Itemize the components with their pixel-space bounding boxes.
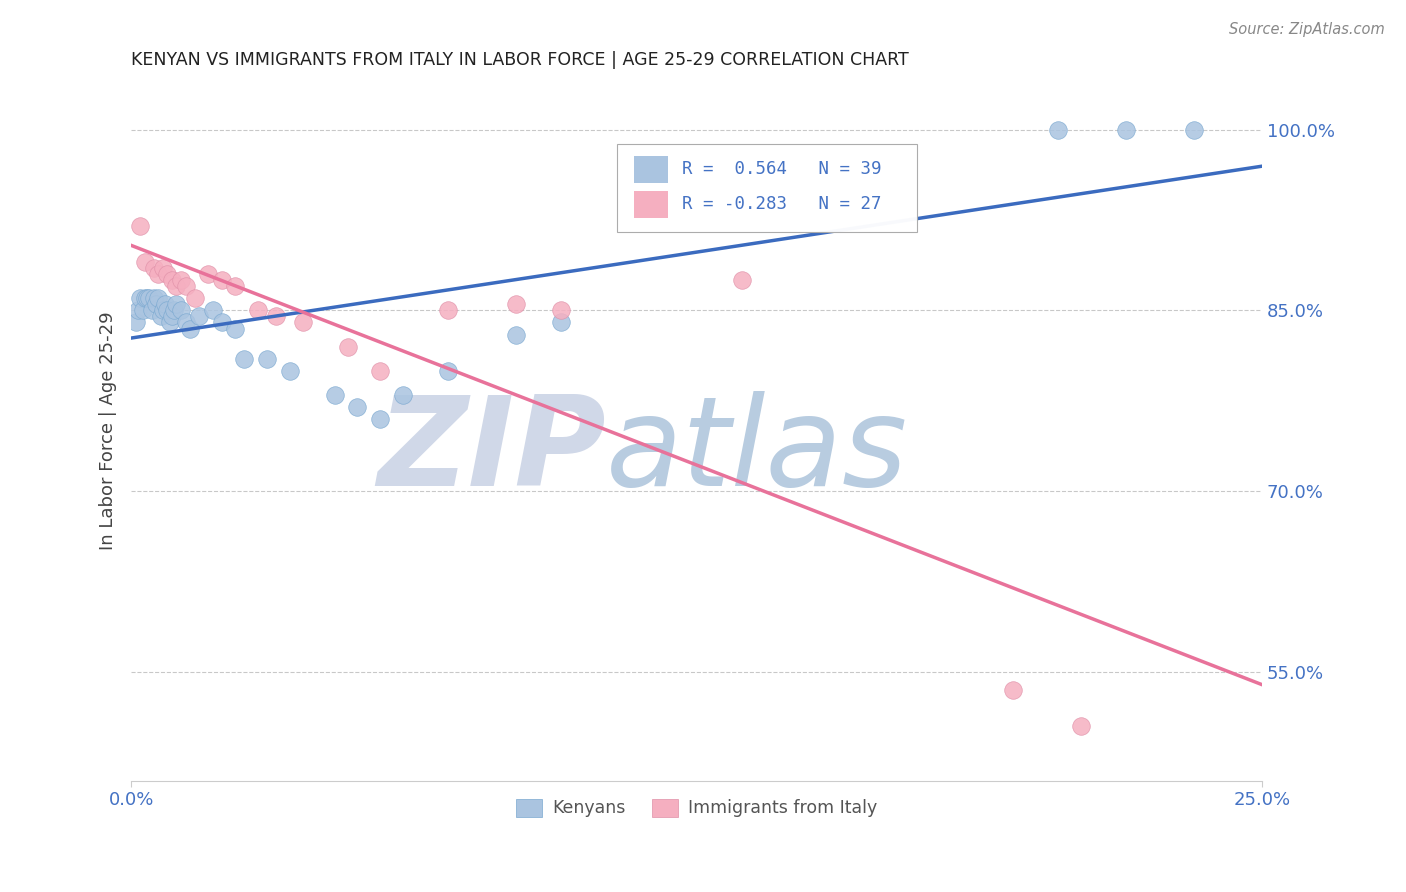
Point [166, 279, 188, 293]
Point [1115, 122, 1137, 136]
Point [129, 219, 152, 233]
Point [174, 279, 197, 293]
Point [153, 297, 176, 311]
Point [145, 297, 167, 311]
Point [170, 303, 193, 318]
Text: R = -0.283   N = 27: R = -0.283 N = 27 [682, 195, 882, 213]
Point [233, 351, 256, 366]
Text: R =  0.564   N = 39: R = 0.564 N = 39 [682, 161, 882, 178]
Point [174, 316, 197, 330]
Point [337, 340, 360, 354]
Point [264, 310, 287, 324]
Point [138, 291, 160, 305]
Point [391, 388, 413, 402]
Point [160, 310, 183, 324]
Point [1002, 683, 1025, 698]
Point [211, 316, 233, 330]
Point [163, 303, 186, 318]
Point [179, 321, 201, 335]
Point [131, 303, 153, 318]
Point [224, 321, 246, 335]
Point [142, 261, 165, 276]
Point [148, 291, 170, 305]
Point [278, 364, 301, 378]
Legend: Kenyans, Immigrants from Italy: Kenyans, Immigrants from Italy [509, 792, 884, 824]
Point [1182, 122, 1205, 136]
Point [170, 273, 193, 287]
Point [731, 273, 754, 287]
Point [127, 303, 149, 318]
Point [142, 291, 165, 305]
Point [368, 412, 391, 426]
Point [129, 291, 152, 305]
Y-axis label: In Labor Force | Age 25-29: In Labor Force | Age 25-29 [100, 311, 117, 550]
Point [134, 291, 156, 305]
Text: atlas: atlas [606, 392, 908, 513]
Point [224, 279, 246, 293]
Point [292, 316, 315, 330]
FancyBboxPatch shape [634, 191, 668, 218]
Point [368, 364, 391, 378]
FancyBboxPatch shape [634, 156, 668, 183]
Point [156, 303, 179, 318]
Point [505, 297, 527, 311]
Point [156, 267, 179, 281]
Point [134, 255, 156, 269]
Point [256, 351, 278, 366]
Point [136, 291, 159, 305]
Point [437, 303, 460, 318]
Point [346, 400, 368, 414]
Point [197, 267, 219, 281]
Point [148, 267, 170, 281]
Point [166, 297, 188, 311]
Point [183, 291, 205, 305]
Point [160, 273, 183, 287]
Point [1047, 122, 1070, 136]
Point [550, 316, 572, 330]
Point [1070, 719, 1092, 733]
Point [149, 310, 172, 324]
FancyBboxPatch shape [617, 145, 917, 232]
Text: ZIP: ZIP [377, 392, 606, 513]
Point [152, 261, 174, 276]
Point [188, 310, 211, 324]
Point [201, 303, 224, 318]
Point [141, 303, 163, 318]
Point [159, 316, 181, 330]
Point [211, 273, 233, 287]
Point [550, 303, 572, 318]
Point [246, 303, 269, 318]
Point [152, 303, 174, 318]
Point [505, 327, 527, 342]
Point [437, 364, 460, 378]
Text: Source: ZipAtlas.com: Source: ZipAtlas.com [1229, 22, 1385, 37]
Text: KENYAN VS IMMIGRANTS FROM ITALY IN LABOR FORCE | AGE 25-29 CORRELATION CHART: KENYAN VS IMMIGRANTS FROM ITALY IN LABOR… [131, 51, 910, 69]
Point [323, 388, 346, 402]
Point [125, 316, 148, 330]
